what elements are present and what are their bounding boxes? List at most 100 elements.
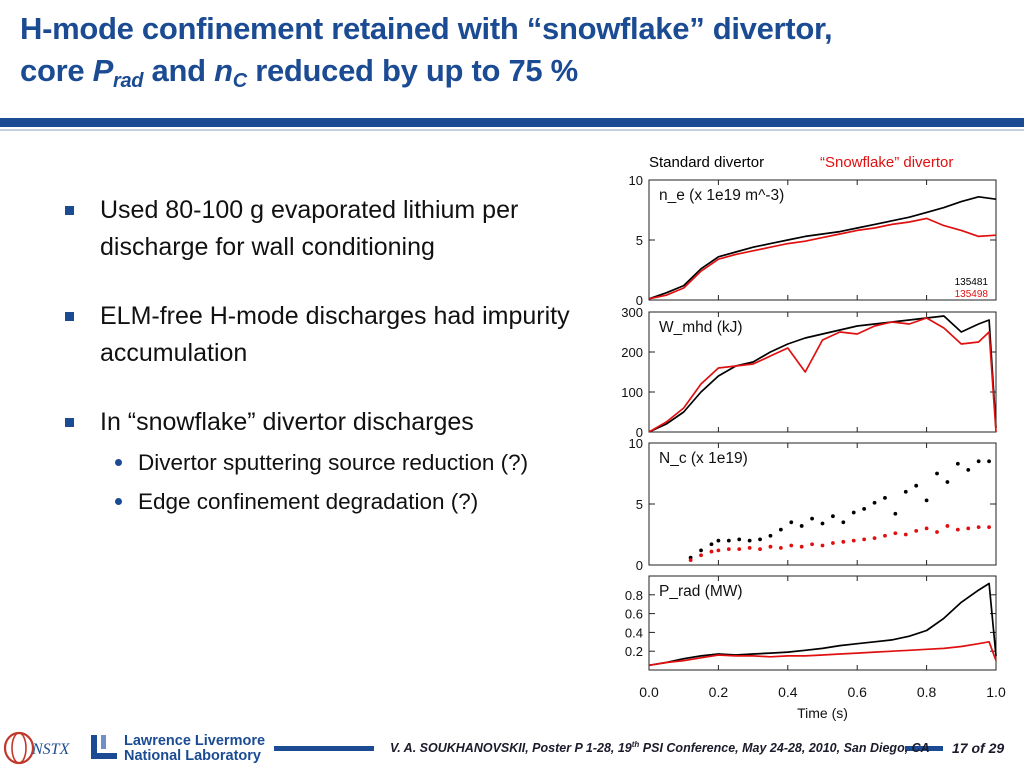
- data-point: [851, 510, 856, 515]
- y-tick-label: 0.2: [625, 644, 643, 659]
- data-point: [831, 541, 835, 545]
- series-line-standard: [648, 315, 997, 433]
- data-point: [914, 483, 919, 488]
- data-point: [883, 533, 887, 538]
- data-point: [987, 459, 991, 464]
- bullet-item: ELM-free H-mode discharges had impurity …: [62, 298, 582, 372]
- data-point: [955, 461, 960, 466]
- title-rest: reduced by up to 75 %: [246, 53, 578, 88]
- x-tick-label: 0.8: [917, 684, 937, 700]
- bullet-list: Used 80-100 g evaporated lithium per dis…: [62, 192, 582, 556]
- data-point: [841, 539, 846, 544]
- data-point: [966, 526, 971, 531]
- llnl-line-1: Lawrence Livermore: [124, 733, 266, 749]
- title-line-1: H-mode confinement retained with “snowfl…: [20, 11, 833, 46]
- data-point: [945, 480, 950, 484]
- data-point: [758, 547, 762, 552]
- y-tick-label: 0: [636, 293, 643, 308]
- data-point: [778, 527, 783, 532]
- y-tick-label: 10: [629, 173, 643, 188]
- square-bullet-icon: [65, 206, 74, 215]
- data-point: [924, 526, 929, 531]
- data-point: [799, 524, 804, 528]
- data-point: [914, 528, 919, 533]
- legend-snowflake-divertor: “Snowflake” divertor: [820, 154, 953, 171]
- footer-citation-sup: th: [631, 740, 640, 749]
- round-bullet-icon: [115, 459, 122, 466]
- data-point: [872, 500, 877, 505]
- data-point: [820, 521, 825, 526]
- chart-panel: 0 100 200 300 W_mhd (kJ): [621, 305, 997, 440]
- llnl-logo-text: Lawrence Livermore National Laboratory: [124, 734, 265, 764]
- footer-bar-left: [274, 746, 374, 751]
- chart-panel: 0 5 10 n_e (x 1e19 m^-3): [629, 173, 997, 308]
- legend-standard-divertor: Standard divertor: [649, 154, 764, 171]
- llnl-line-2: National Laboratory: [124, 748, 261, 764]
- y-tick-label: 0.8: [625, 588, 643, 603]
- chart-panels: 0 5 10 n_e (x 1e19 m^-3) 0 100 200 300 W_mhd (kJ…: [621, 173, 997, 671]
- sub-bullet-text: Edge confinement degradation (?): [138, 489, 479, 514]
- nstx-logo-text: NSTX: [31, 741, 71, 758]
- plasma-time-trace-chart: Standard divertor “Snowflake” divertor 0 5…: [621, 154, 1006, 721]
- data-point: [883, 496, 887, 500]
- data-point: [820, 543, 825, 548]
- nstx-logo: NSTX: [3, 731, 71, 765]
- data-point: [726, 547, 731, 552]
- x-tick-label: 0.2: [709, 684, 729, 700]
- data-point: [976, 525, 981, 530]
- y-tick-label: 200: [621, 345, 643, 360]
- data-point: [716, 548, 721, 553]
- data-point: [851, 538, 856, 543]
- data-point: [789, 543, 794, 548]
- y-tick-label: 0: [636, 425, 643, 440]
- chart-panel: 0 5 10 N_c (x 1e19): [629, 436, 997, 573]
- footer-bar-right: [905, 746, 943, 751]
- data-point: [768, 533, 773, 538]
- sub-bullet-item: Edge confinement degradation (?): [62, 485, 582, 518]
- data-point: [841, 520, 846, 525]
- panel-label: W_mhd (kJ): [659, 319, 743, 336]
- y-tick-label: 100: [621, 385, 643, 400]
- data-point: [737, 537, 742, 542]
- x-axis-label: Time (s): [797, 705, 848, 721]
- title-and: and: [143, 53, 215, 88]
- data-point: [737, 547, 742, 552]
- data-point: [966, 467, 971, 472]
- title-rad: rad: [113, 70, 144, 92]
- footer-citation: V. A. SOUKHANOVSKII, Poster P 1-28, 19th…: [390, 740, 930, 755]
- data-point: [810, 516, 814, 521]
- sub-bullet-item: Divertor sputtering source reduction (?): [62, 446, 582, 479]
- y-tick-label: 0.6: [625, 607, 643, 622]
- llnl-logo-icon: [91, 735, 117, 759]
- data-point: [768, 544, 773, 549]
- x-tick-label: 0.6: [847, 684, 867, 700]
- panel-label: N_c (x 1e19): [659, 450, 748, 467]
- title-c: C: [232, 70, 247, 92]
- series-line-snowflake: [648, 640, 997, 667]
- data-point: [831, 514, 835, 519]
- panel-frame: [648, 179, 997, 301]
- square-bullet-icon: [65, 312, 74, 321]
- panel-label: P_rad (MW): [659, 583, 743, 600]
- data-point: [955, 527, 960, 532]
- y-tick-label: 5: [636, 233, 643, 248]
- data-point: [945, 524, 950, 528]
- data-point: [893, 511, 898, 516]
- shot-number-standard: 135481: [955, 277, 989, 288]
- data-point: [789, 520, 794, 525]
- y-tick-label: 5: [636, 497, 643, 512]
- bullet-text: In “snowflake” divertor discharges: [100, 408, 474, 436]
- x-tick-label: 0.4: [778, 684, 798, 700]
- chart-panel: 0.2 0.4 0.6 0.8 P_rad (MW): [625, 575, 997, 671]
- series-line-standard: [648, 195, 997, 300]
- y-tick-label: 0.4: [625, 625, 643, 640]
- shot-number-snowflake: 135498: [955, 289, 989, 300]
- data-point: [924, 498, 929, 503]
- bullet-item: In “snowflake” divertor discharges: [62, 404, 582, 441]
- y-tick-label: 300: [621, 305, 643, 320]
- data-point: [778, 546, 783, 550]
- data-point: [862, 506, 867, 511]
- panel-label: n_e (x 1e19 m^-3): [659, 187, 784, 204]
- x-tick-label: 1.0: [986, 684, 1006, 700]
- data-point: [987, 525, 991, 530]
